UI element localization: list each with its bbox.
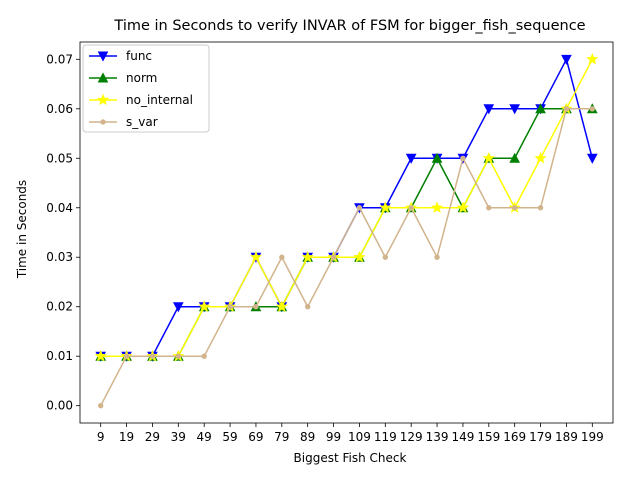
x-tick-label: 199 [581,430,604,444]
x-tick-label: 49 [197,430,212,444]
x-tick-label: 189 [555,430,578,444]
legend-marker [97,72,109,83]
data-point-no_internal [482,151,495,164]
axes-frame [79,41,614,424]
y-axis-label: Time in Seconds [15,180,29,279]
data-point-s_var [356,205,363,211]
data-point-func [586,153,598,164]
data-point-s_var [460,155,466,161]
y-tick-label: 0.01 [46,349,73,363]
legend-box [82,44,210,133]
x-tick-label: 149 [451,430,474,444]
x-tick-label: 9 [97,430,105,444]
legend-marker [96,93,110,106]
y-tick-label: 0.03 [46,250,73,264]
x-tick-label: 39 [171,430,186,444]
data-point-no_internal [534,151,547,164]
data-point-func [509,104,521,115]
data-point-s_var [175,353,182,359]
data-point-no_internal [431,201,444,213]
series-line-no_internal [100,58,593,357]
data-point-s_var [589,106,596,112]
y-tick-label: 0.04 [46,201,73,215]
legend-item-s_var: s_var [89,115,158,129]
x-axis-ticks: 9 19 29 39 49 59 69 79 89 99 109 119 129 139 149 159 169… [97,423,604,444]
x-tick-label: 109 [348,430,371,444]
data-point-no_internal [586,52,599,65]
data-point-s_var [434,254,440,260]
data-point-s_var [537,205,544,211]
data-point-no_internal [198,300,211,312]
chart-title: Time in Seconds to verify INVAR of FSM f… [113,18,585,34]
data-point-s_var [97,402,104,409]
data-point-norm [431,152,443,163]
series-line-s_var [100,108,593,407]
legend-label: func [126,49,152,63]
x-tick-label: 119 [374,430,397,444]
x-tick-label: 59 [222,430,237,444]
data-point-s_var [563,106,570,112]
data-point-no_internal [379,201,392,213]
data-point-s_var [382,254,389,260]
data-point-s_var [304,304,311,310]
data-point-no_internal [301,250,314,263]
data-point-s_var [201,353,207,359]
x-tick-label: 129 [400,430,423,444]
legend-marker [100,119,106,125]
series-layer [94,52,599,409]
data-point-func [561,54,572,65]
data-point-s_var [253,304,259,310]
data-point-s_var [123,353,130,359]
data-point-norm [535,103,546,114]
data-point-func [172,302,184,313]
y-axis-ticks: 0.00 0.01 0.02 0.03 0.04 0.05 0.06 0.07 [46,52,80,413]
plot-area [79,41,614,424]
legend-item-norm: norm [89,71,157,85]
data-point-func [483,104,495,115]
legend-item-no_internal: no_internal [89,93,193,107]
data-point-s_var [279,254,285,260]
data-point-no_internal [94,349,107,362]
y-tick-label: 0.06 [46,102,73,116]
data-point-s_var [227,304,233,310]
x-tick-label: 169 [503,430,526,444]
legend-label: s_var [126,115,158,129]
y-tick-label: 0.02 [46,300,73,314]
y-tick-label: 0.00 [46,399,73,413]
data-point-s_var [330,254,337,260]
x-tick-label: 19 [119,430,134,444]
data-point-s_var [149,353,156,359]
data-point-no_internal [456,201,469,213]
data-point-func [405,153,417,164]
data-point-s_var [486,205,492,211]
x-tick-label: 89 [300,430,315,444]
data-point-no_internal [275,300,288,312]
x-tick-label: 29 [145,430,160,444]
legend-item-func: func [89,49,152,63]
data-point-no_internal [249,250,262,263]
data-point-s_var [408,205,414,211]
data-point-no_internal [353,250,366,263]
x-axis-label: Biggest Fish Check [294,451,407,465]
x-tick-label: 79 [274,430,289,444]
legend: func norm no_internal s_var [82,44,210,133]
legend-label: no_internal [126,93,193,107]
legend-label: norm [126,71,157,85]
series-s_var [97,106,596,409]
data-point-norm [509,152,521,163]
x-tick-label: 179 [529,430,552,444]
x-tick-label: 69 [248,430,263,444]
x-tick-label: 99 [326,430,341,444]
x-tick-label: 139 [426,430,449,444]
x-tick-label: 159 [477,430,500,444]
y-tick-label: 0.05 [46,151,73,165]
legend-marker [97,51,109,62]
y-tick-label: 0.07 [46,52,73,66]
data-point-s_var [511,205,518,211]
